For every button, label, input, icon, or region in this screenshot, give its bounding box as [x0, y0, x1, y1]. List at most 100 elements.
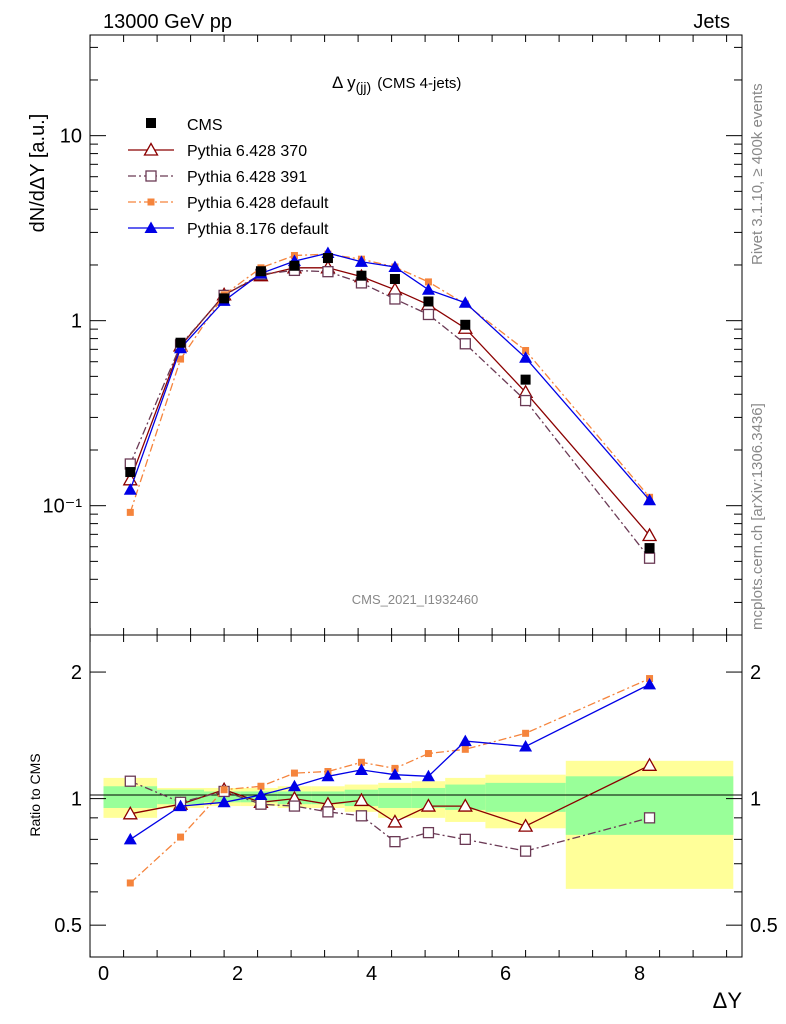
ratio-point-py8-0 [123, 832, 137, 845]
series-py8 [123, 246, 657, 506]
point-cms-10 [520, 374, 531, 385]
ratio-point-py370-9 [457, 798, 473, 812]
ratio-point-py370-7 [387, 814, 403, 828]
ratio-point-py8-5 [321, 769, 335, 782]
ratio-point-py391-6 [355, 810, 368, 822]
ratio-point-pydefault-10 [522, 729, 530, 737]
ratio-panel-frame [89, 634, 743, 958]
line-py391 [129, 269, 651, 559]
plot-title-rest: (CMS 4-jets) [377, 75, 461, 92]
ratio-line-py8 [129, 683, 650, 840]
point-py8-10 [519, 351, 533, 363]
point-py391-5 [322, 266, 334, 278]
ratio-point-py8-6 [354, 763, 368, 775]
ratio-line-py370 [130, 764, 650, 827]
band-inner-0 [103, 786, 158, 808]
ratio-point-py391-5 [322, 806, 334, 818]
point-cms-1 [175, 337, 186, 348]
ratio-point-pydefault-6 [357, 758, 365, 766]
point-cms-3 [255, 266, 266, 277]
point-pydefault-10 [522, 346, 530, 354]
ratio-point-py370-6 [353, 792, 370, 807]
band-inner-8 [411, 787, 446, 808]
band-inner-11 [565, 776, 734, 835]
point-py391-9 [459, 338, 471, 350]
ratio-line-pydefault [129, 678, 650, 884]
y-tick-label-ratio-right-2: 2 [750, 662, 761, 684]
ratio-point-pydefault-1 [177, 833, 185, 841]
process-label: Jets [693, 11, 730, 33]
legend-entry-pydefault: Pythia 6.428 default [128, 195, 329, 212]
plot-title-sub: (jj) [356, 79, 372, 95]
ratio-point-py8-1 [174, 799, 188, 812]
ratio-point-pydefault-9 [461, 745, 469, 753]
point-py370-7 [387, 281, 403, 296]
point-cms-0 [125, 467, 136, 478]
ratio-point-pydefault-2 [220, 786, 228, 794]
point-cms-2 [219, 293, 230, 304]
beam-label: 13000 GeV pp [103, 11, 232, 33]
ratio-point-py391-8 [422, 826, 435, 839]
legend-entry-py391: Pythia 6.428 391 [128, 169, 307, 186]
mcplots-label: mcplots.cern.ch [arXiv:1306.3436] [749, 403, 766, 630]
ratio-point-py370-11 [641, 757, 658, 771]
y-tick-label-ratio-right-0: 0.5 [750, 915, 778, 937]
main-y-axis-title: dN/dΔY [a.u.] [27, 114, 49, 233]
point-py8-6 [354, 255, 368, 267]
point-cms-9 [460, 319, 471, 330]
point-py391-7 [389, 293, 401, 305]
legend-entry-py8: Pythia 8.176 default [128, 221, 329, 238]
ratio-series-group [122, 675, 658, 887]
ratio-point-py8-10 [519, 740, 533, 752]
point-pydefault-0 [126, 508, 134, 516]
series-cms [125, 253, 655, 554]
legend-entry-cms: CMS [146, 117, 223, 134]
ratio-line-py391 [130, 780, 650, 852]
point-cms-8 [423, 296, 434, 307]
y-tick-label-main-2: 10 [60, 126, 82, 148]
ratio-y-axis-title: Ratio to CMS [27, 753, 43, 836]
plot-title: Δ y(jj) (CMS 4-jets) [332, 73, 461, 95]
point-cms-5 [322, 253, 333, 264]
series-pydefault [126, 250, 654, 516]
ratio-point-py391-9 [459, 833, 471, 846]
plot-title-main: Δ y [332, 73, 356, 92]
line-py370 [129, 267, 651, 536]
ratio-point-py370-8 [420, 798, 437, 812]
ratio-point-py391-4 [288, 800, 301, 812]
point-cms-7 [389, 273, 400, 284]
point-py8-0 [123, 483, 137, 495]
point-pydefault-1 [177, 355, 185, 363]
rivet-version-label: Rivet 3.1.10, ≥ 400k events [749, 83, 766, 265]
y-tick-label-main-0: 10⁻¹ [43, 496, 83, 518]
ratio-point-pydefault-0 [126, 879, 134, 887]
ratio-point-py8-9 [458, 734, 472, 747]
point-py8-9 [458, 296, 472, 308]
band-inner-10 [485, 782, 566, 812]
analysis-id-label: CMS_2021_I1932460 [352, 592, 479, 607]
ratio-point-py391-7 [389, 835, 401, 848]
main-series-group [122, 246, 658, 564]
x-tick-label-0: 0 [98, 963, 109, 985]
y-tick-label-ratio-2: 2 [71, 662, 82, 684]
x-tick-label-6: 6 [500, 963, 511, 985]
x-tick-label-8: 8 [634, 963, 645, 985]
axis-tick-labels: 0 2 4 6 8 10⁻¹ 1 10 0.5 0.5 1 1 2 2 [43, 126, 778, 985]
y-tick-label-main-1: 1 [71, 311, 82, 333]
point-cms-6 [356, 270, 367, 281]
x-tick-label-4: 4 [366, 963, 377, 985]
point-cms-11 [644, 543, 655, 554]
line-py8 [129, 252, 651, 501]
ratio-point-py8-8 [421, 769, 435, 782]
point-py8-8 [421, 283, 435, 295]
y-tick-label-ratio-1: 1 [71, 789, 82, 811]
ratio-point-pydefault-8 [424, 750, 432, 758]
ratio-point-py8-7 [388, 768, 402, 780]
legend-label-cms: CMS [187, 117, 223, 134]
legend: CMS Pythia 6.428 370 Pythia 6.428 391 Py… [128, 117, 329, 238]
ratio-point-py370-0 [122, 806, 138, 820]
point-pydefault-8 [424, 278, 432, 286]
y-tick-label-ratio-right-1: 1 [750, 789, 761, 811]
ratio-point-py391-10 [519, 845, 532, 857]
